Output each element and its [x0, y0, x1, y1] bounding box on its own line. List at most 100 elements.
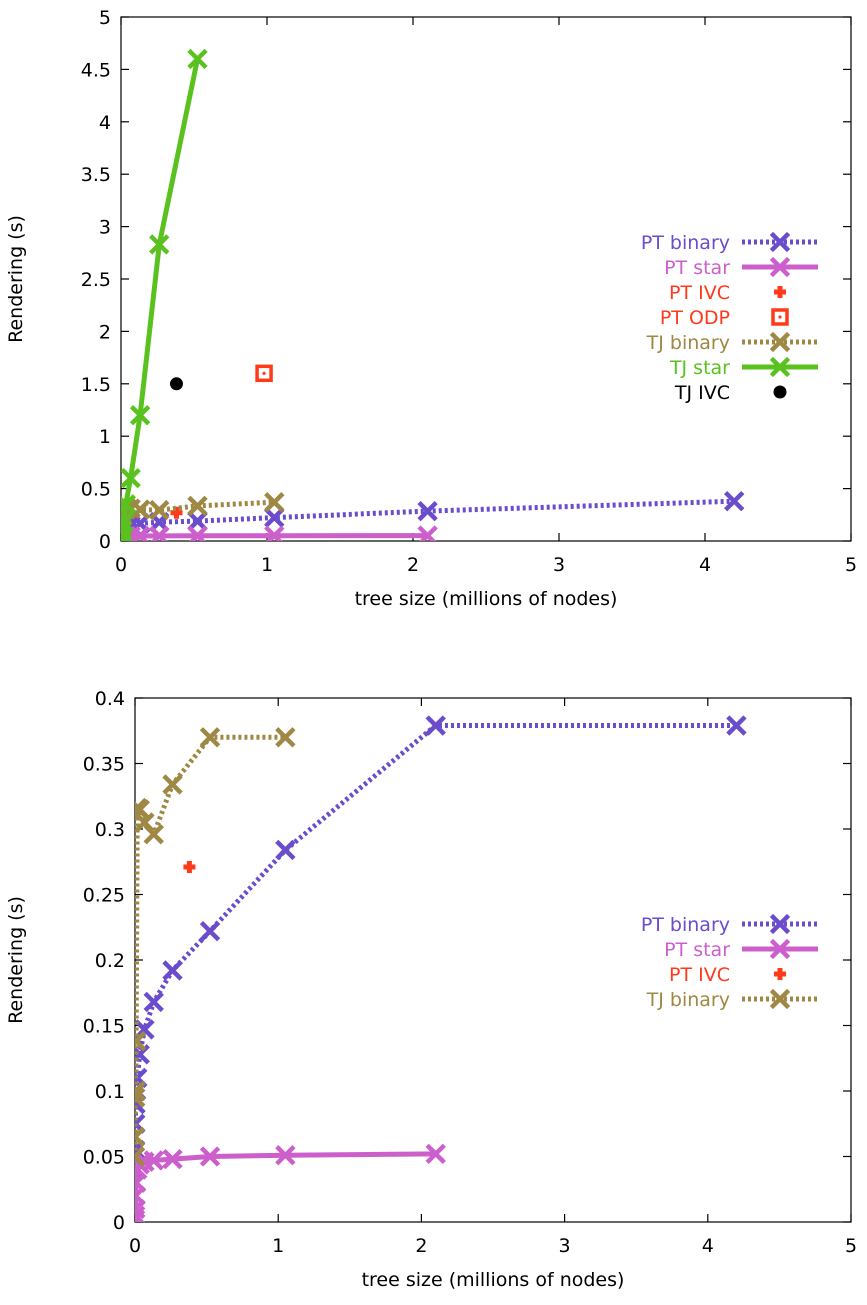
x-tick-label: 4: [702, 1235, 714, 1257]
data-point: [187, 48, 208, 70]
y-tick-label: 5: [99, 7, 111, 29]
data-point: [121, 524, 132, 541]
data-point: [264, 492, 285, 513]
data-point: [199, 920, 221, 942]
plot-frame: [120, 16, 852, 542]
legend-marker: [769, 988, 791, 1010]
data-point: [264, 525, 285, 541]
series-pt-binary: [135, 715, 747, 1180]
legend-label: TJ star: [669, 357, 730, 379]
series-tj-binary: [135, 727, 296, 1167]
data-point: [129, 405, 151, 426]
data-point: [264, 507, 285, 528]
y-tick-label: 3.5: [81, 164, 111, 186]
series-tj-ivc: [169, 377, 183, 391]
y-tick-label: 2: [99, 321, 111, 343]
series-line: [121, 498, 735, 537]
plot-frame: [134, 697, 852, 1223]
data-point: [129, 525, 151, 541]
legend: PT binary PT star PT IVC TJ binary: [641, 913, 818, 1011]
legend-label: PT IVC: [669, 964, 730, 986]
legend-label: PT star: [664, 257, 730, 279]
legend-label: PT binary: [641, 232, 730, 254]
legend-marker: [769, 938, 791, 960]
data-point: [135, 1080, 146, 1102]
data-point: [187, 495, 208, 517]
square-center-dot: [262, 371, 266, 375]
data-point: [149, 499, 170, 521]
legend-label: TJ binary: [646, 332, 730, 354]
legend-label: TJ binary: [646, 989, 730, 1011]
y-tick-label: 0.25: [83, 885, 125, 907]
data-point: [162, 960, 183, 981]
data-point: [129, 499, 151, 520]
y-tick-label: 3: [99, 217, 111, 239]
y-tick-label: 0: [113, 1212, 125, 1234]
square-center-dot: [778, 315, 782, 319]
data-point: [143, 824, 164, 845]
legend-label: PT star: [664, 939, 730, 961]
series-line: [121, 58, 200, 541]
legend-marker: [771, 308, 789, 326]
series-pt-ivc: [170, 506, 183, 519]
square-marker: [771, 308, 789, 326]
data-point: [135, 1172, 147, 1193]
series-line: [135, 734, 286, 1157]
data-point: [275, 727, 296, 748]
x-axis-label: tree size (millions of nodes): [362, 1269, 625, 1291]
data-point: [162, 774, 183, 795]
data-point: [724, 490, 745, 512]
data-point: [199, 727, 221, 748]
data-point: [170, 506, 183, 519]
data-point: [199, 1146, 221, 1167]
legend: PT binary PT star PT IVC PT ODP TJ binary TJ …: [641, 231, 818, 404]
data-point: [275, 839, 296, 861]
series-pt-odp: [255, 364, 273, 383]
bottom-chart: 0 1 2 3 4 5 0 0.05 0.1 0.15 0.2 0.25 0.3 0.35 0.4 tree …: [5, 688, 857, 1291]
y-axis-label: Rendering (s): [5, 896, 27, 1024]
x-tick-label: 3: [553, 554, 565, 576]
data-point: [143, 991, 164, 1013]
y-tick-label: 0.3: [95, 819, 125, 841]
data-point: [135, 1198, 146, 1220]
data-point: [121, 467, 141, 489]
data-point: [135, 1019, 155, 1040]
y-tick-label: 1: [99, 426, 111, 448]
series-pt-ivc: [183, 860, 196, 873]
series-pt-star: [121, 525, 438, 541]
y-tick-label: 0: [99, 531, 111, 553]
y-tick-label: 0.05: [83, 1147, 125, 1169]
x-tick-label: 1: [272, 1235, 284, 1257]
data-point: [255, 364, 273, 383]
y-tick-label: 0.4: [95, 688, 125, 710]
x-tick-label: 5: [845, 1235, 857, 1257]
data-point: [121, 511, 134, 533]
legend-marker: [769, 231, 791, 253]
data-point: [726, 715, 747, 736]
y-tick-label: 0.2: [95, 950, 125, 972]
x-tick-label: 0: [129, 1235, 141, 1257]
data-point: [135, 1031, 147, 1052]
legend-marker: [769, 356, 791, 378]
legend-label: PT IVC: [669, 282, 730, 304]
data-point: [162, 1148, 183, 1170]
data-point: [183, 860, 196, 873]
y-tick-label: 4: [99, 112, 111, 134]
data-point: [135, 1126, 146, 1148]
data-point: [121, 494, 136, 515]
legend-label: TJ IVC: [674, 382, 730, 404]
x-tick-label: 5: [845, 554, 857, 576]
y-tick-label: 4.5: [81, 59, 111, 81]
x-tick-label: 2: [415, 1235, 427, 1257]
data-point: [417, 500, 438, 522]
data-point: [135, 1146, 146, 1167]
data-point: [135, 1185, 146, 1206]
data-point: [275, 1145, 296, 1166]
x-axis-label: tree size (millions of nodes): [355, 588, 618, 610]
data-point: [187, 525, 208, 541]
y-tick-label: 0.35: [83, 754, 125, 776]
data-point: [143, 1150, 164, 1171]
legend-marker: [769, 913, 791, 935]
data-point: [149, 234, 170, 255]
